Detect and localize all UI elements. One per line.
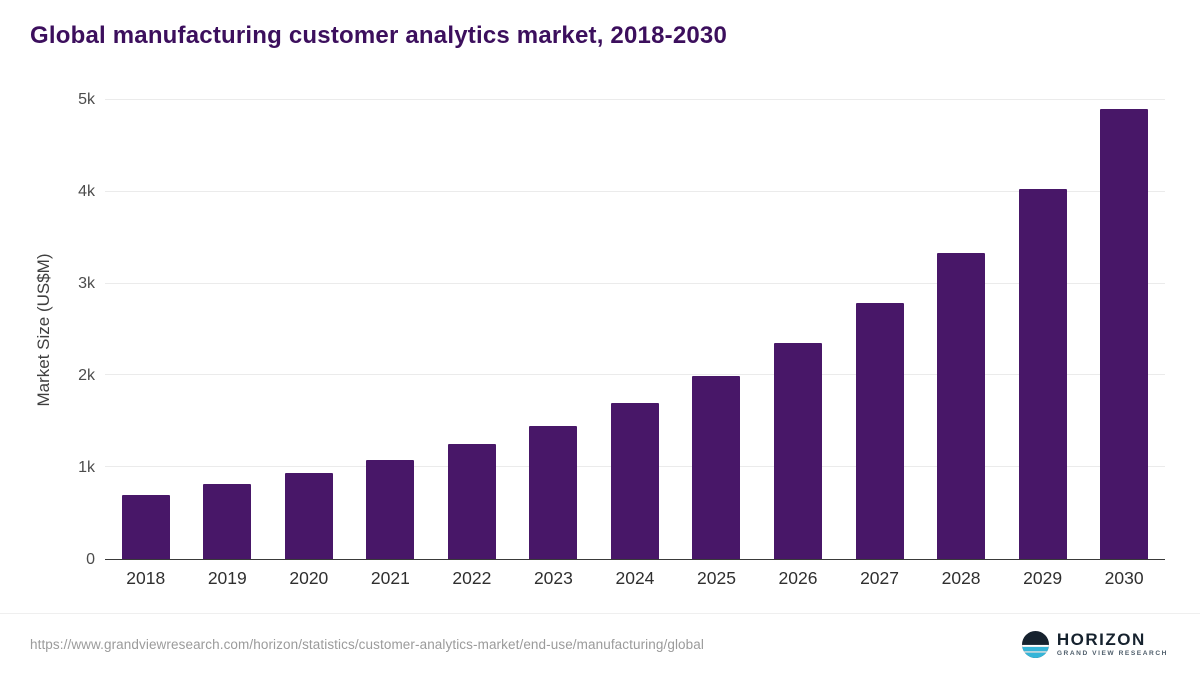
- y-tick-2k: 2k: [78, 367, 95, 384]
- source-url: https://www.grandviewresearch.com/horizo…: [30, 637, 704, 652]
- bar-slot-2028: [920, 100, 1002, 559]
- x-tick-2022: 2022: [452, 568, 492, 588]
- bar-slot-2029: [1002, 100, 1084, 559]
- bar-slot-2020: [268, 100, 350, 559]
- x-tick-2028: 2028: [941, 568, 981, 588]
- bar-2019[interactable]: [203, 484, 252, 559]
- gridline-4k: [105, 190, 1165, 192]
- x-tick-2023: 2023: [533, 568, 573, 588]
- y-axis: 0 1k 2k 3k 4k 5k: [0, 91, 95, 568]
- horizon-globe-icon: [1021, 631, 1049, 658]
- chart-title: Global manufacturing customer analytics …: [30, 22, 728, 49]
- x-tick-2020: 2020: [289, 568, 329, 588]
- x-tick-2021: 2021: [370, 568, 410, 588]
- bar-2025[interactable]: [692, 376, 741, 559]
- bar-slot-2030: [1083, 100, 1165, 559]
- x-tick-2026: 2026: [778, 568, 818, 588]
- x-tick-2018: 2018: [126, 568, 166, 588]
- bar-2030[interactable]: [1100, 109, 1149, 559]
- bar-series: [105, 100, 1165, 559]
- x-tick-2025: 2025: [697, 568, 736, 588]
- bar-2026[interactable]: [774, 343, 823, 559]
- bar-2027[interactable]: [855, 302, 904, 559]
- bar-slot-2021: [350, 100, 432, 559]
- plot-area: [105, 99, 1165, 560]
- y-tick-5k: 5k: [78, 91, 95, 108]
- bar-slot-2018: [105, 100, 187, 559]
- x-axis: 2018 2019 2020 2021 2022 2023 2024 2025 2026 2027…: [105, 568, 1165, 589]
- y-tick-1k: 1k: [78, 459, 95, 476]
- bar-2023[interactable]: [529, 425, 578, 559]
- logo-text: HORIZON GRAND VIEW RESEARCH: [1057, 631, 1168, 658]
- x-tick-2029: 2029: [1023, 568, 1063, 588]
- footer: https://www.grandviewresearch.com/horizo…: [0, 613, 1200, 675]
- gridline-5k: [105, 99, 1165, 100]
- horizon-logo: HORIZON GRAND VIEW RESEARCH: [1021, 631, 1168, 658]
- bar-slot-2024: [594, 100, 676, 559]
- bar-2020[interactable]: [284, 473, 333, 559]
- x-tick-2024: 2024: [615, 568, 655, 588]
- bar-2028[interactable]: [937, 253, 986, 559]
- gridline-2k: [105, 374, 1165, 376]
- x-tick-2019: 2019: [207, 568, 247, 588]
- bar-2022[interactable]: [447, 443, 496, 559]
- logo-name: HORIZON: [1056, 630, 1146, 650]
- bar-slot-2027: [839, 100, 921, 559]
- bar-slot-2022: [431, 100, 513, 559]
- bar-2021[interactable]: [366, 459, 415, 559]
- bar-2024[interactable]: [610, 403, 659, 559]
- bar-slot-2019: [187, 100, 269, 559]
- gridline-3k: [105, 282, 1165, 284]
- y-tick-0: 0: [86, 551, 95, 568]
- logo-tagline: GRAND VIEW RESEARCH: [1056, 650, 1168, 658]
- bar-slot-2026: [757, 100, 839, 559]
- x-tick-2027: 2027: [860, 568, 900, 588]
- bar-slot-2025: [676, 100, 758, 559]
- bar-2018[interactable]: [121, 494, 170, 559]
- y-tick-4k: 4k: [78, 183, 95, 200]
- x-tick-2030: 2030: [1104, 568, 1144, 588]
- bar-slot-2023: [513, 100, 595, 559]
- y-tick-3k: 3k: [78, 275, 95, 292]
- bar-2029[interactable]: [1018, 189, 1067, 559]
